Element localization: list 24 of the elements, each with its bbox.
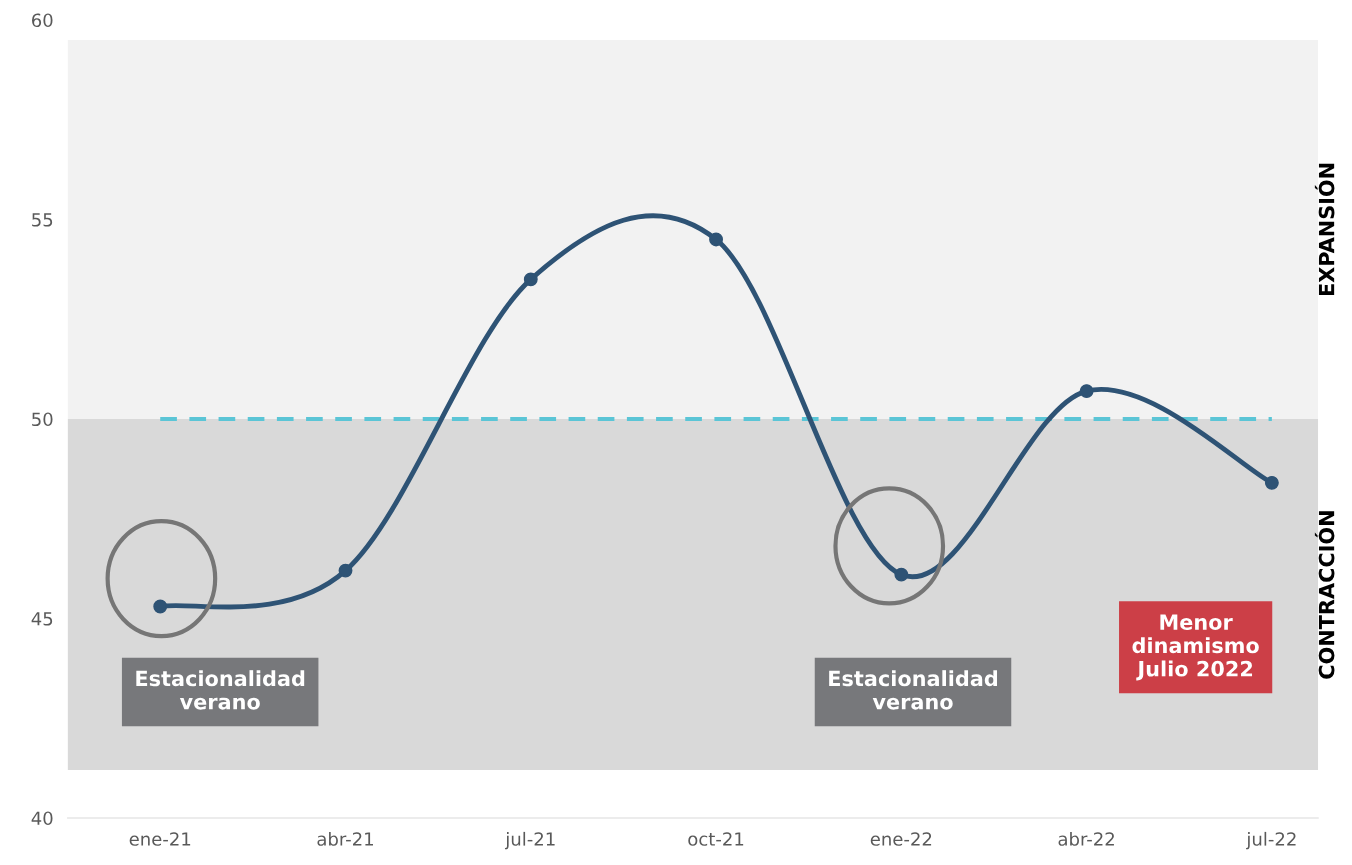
point: [523, 272, 538, 287]
point: [709, 232, 724, 247]
x-tick-label: jul-22: [1246, 831, 1296, 850]
x-tick-label: ene-21: [129, 832, 191, 846]
x-tick-label: abr-22: [1058, 831, 1114, 846]
annotation: Estacionalidad verano: [829, 670, 998, 710]
point: [1264, 475, 1279, 490]
x-tick-label: oct-21: [688, 832, 744, 846]
x-tick-label: jul-21: [504, 831, 555, 850]
point: [338, 563, 353, 578]
band-label: CONTRACCIÓN: [1314, 511, 1335, 679]
point: [1079, 384, 1094, 399]
band-label: EXPANSIÓN: [1314, 163, 1335, 296]
annotation: Menor dinamismo Julio 2022: [1132, 614, 1259, 681]
x-tick-label: ene-22: [870, 832, 932, 846]
y-tick-label: 45: [31, 612, 53, 626]
y-tick-label: 55: [32, 213, 53, 227]
y-tick-label: 60: [32, 13, 53, 28]
x-tick-label: abr-21: [317, 831, 373, 846]
y-tick-label: 50: [32, 412, 53, 427]
point: [153, 599, 168, 614]
annotation: Estacionalidad verano: [136, 670, 305, 710]
point: [894, 567, 909, 582]
y-tick-label: 40: [31, 811, 53, 826]
